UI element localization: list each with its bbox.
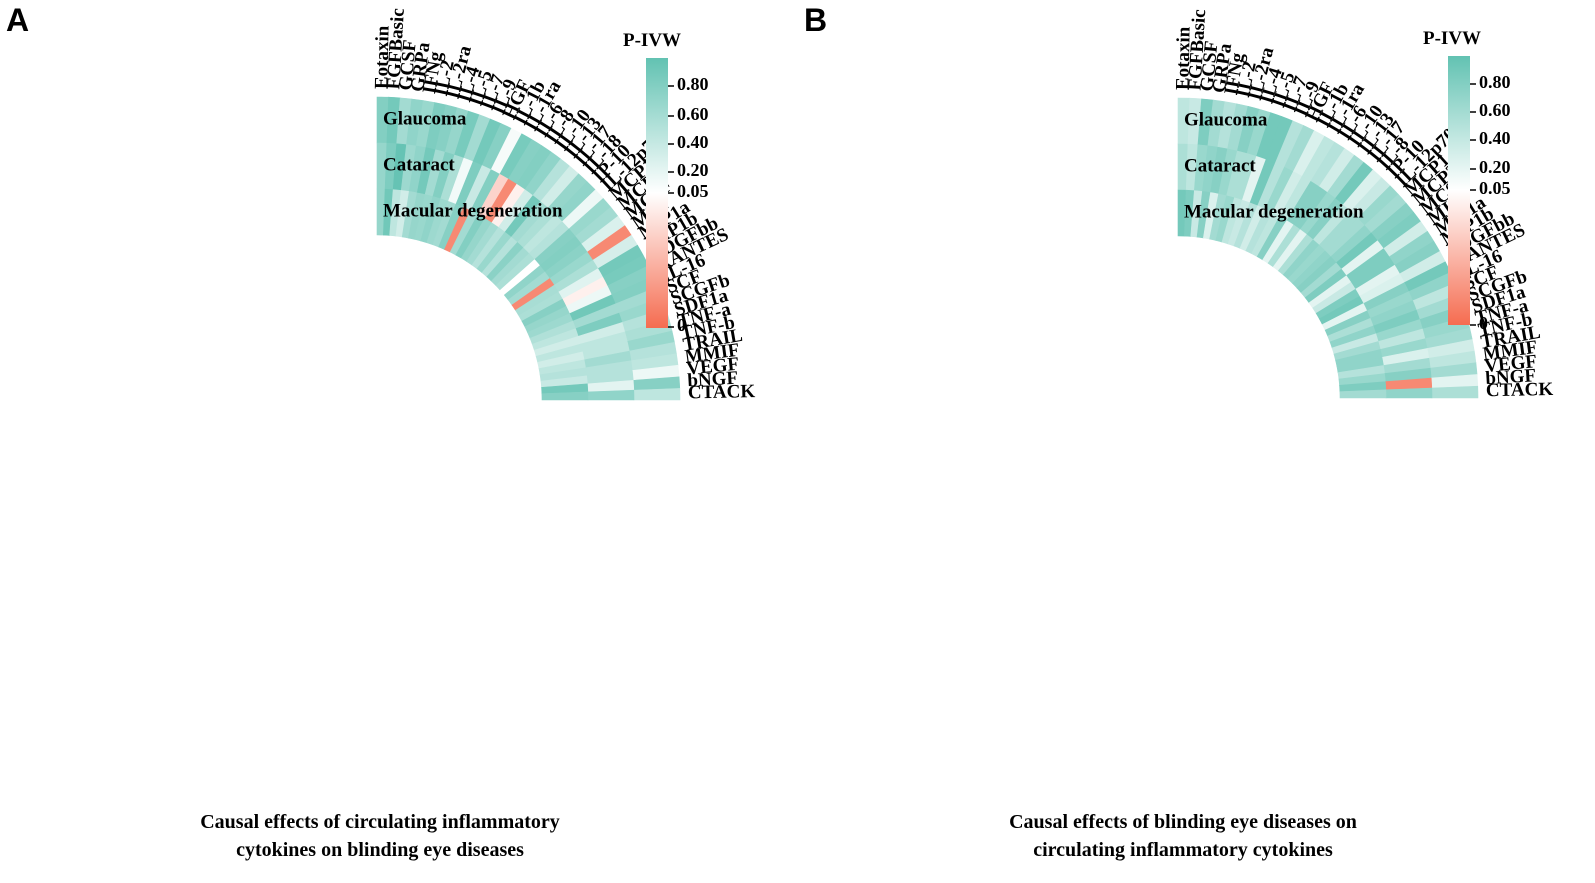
figure-caption: Causal effects of blinding eye diseases … (883, 808, 1483, 864)
legend-title: P-IVW (623, 30, 682, 51)
colorbar-tick-label: 0 (1479, 313, 1488, 333)
colorbar-tick-label: 0.60 (1479, 100, 1511, 120)
colorbar-tick-label: 0.20 (1479, 157, 1511, 177)
row-label-glaucoma: Glaucoma (1184, 109, 1268, 130)
row-label-cataract: Cataract (1184, 155, 1256, 176)
label-gcsf: GCSF (1197, 40, 1223, 93)
label-ctack: CTACK (688, 381, 756, 403)
row-label-macular-degeneration: Macular degeneration (383, 200, 563, 221)
label-fgfbasic: FGFBasic (383, 8, 409, 90)
cell-ctack-glaucoma (1431, 385, 1479, 399)
circular-heatmap-a: EotaxinFGFBasicGCSFGRPaIFNgIL-2IL-2raIL-… (371, 8, 756, 404)
label-vegf: VEGF (685, 354, 740, 380)
colorbar-tick-label: 0.05 (677, 181, 709, 201)
colorbar-tick-label: 0.40 (1479, 128, 1511, 148)
caption-line-1: Causal effects of circulating inflammato… (200, 811, 560, 833)
label-bngf: bNGF (1485, 365, 1537, 389)
panel-letter: B (804, 2, 828, 38)
colorbar-tick-label: 0.40 (677, 132, 709, 152)
legend-title: P-IVW (1423, 28, 1482, 49)
panel-letter: A (6, 2, 30, 38)
cell-ctack-glaucoma (633, 388, 681, 401)
colorbar-tick-label: 0.60 (677, 104, 709, 124)
colorbar-tick-label: 0 (677, 315, 686, 335)
row-label-macular-degeneration: Macular degeneration (1184, 201, 1364, 222)
label-fgfbasic: FGFBasic (1185, 9, 1211, 91)
row-label-cataract: Cataract (383, 154, 455, 175)
colorbar (646, 58, 668, 328)
figure-caption: Causal effects of circulating inflammato… (80, 808, 680, 864)
row-label-glaucoma: Glaucoma (383, 108, 467, 129)
caption-line-2: circulating inflammatory cytokines (1033, 839, 1333, 861)
cell-ctack-macular-degeneration (541, 391, 589, 401)
label-vegf: VEGF (1483, 351, 1538, 377)
colorbar (1448, 56, 1470, 325)
cell-ctack-cataract (587, 389, 635, 401)
label-ctack: CTACK (1486, 379, 1554, 401)
cell-ctack-macular-degeneration (1339, 389, 1387, 399)
panel-a: A Eotaxin FGFBasic GCSF GRPa IFNg IL-2 IL-2ra I… (0, 0, 797, 883)
colorbar-tick-label: 0.20 (677, 160, 709, 180)
colorbar-tick-label: 0.80 (677, 74, 709, 94)
colorbar-tick-label: 0.80 (1479, 72, 1511, 92)
caption-line-1: Causal effects of blinding eye diseases … (1009, 811, 1357, 833)
caption-line-2: cytokines on blinding eye diseases (236, 839, 524, 861)
label-eotaxin: Eotaxin (371, 25, 393, 89)
label-bngf: bNGF (687, 368, 739, 392)
circular-heatmap-b: EotaxinFGFBasicGCSFGRPaIFNgIL-2IL-2raIL-… (1172, 9, 1554, 402)
cell-ctack-cataract (1385, 387, 1433, 399)
label-eotaxin: Eotaxin (1172, 26, 1194, 90)
colorbar-tick-label: 0.05 (1479, 178, 1511, 198)
label-gcsf: GCSF (395, 39, 421, 91)
panel-b: B Eotaxin FGFBasic GCSF GRPa IFNg IL-2 IL-2ra I… (798, 0, 1595, 883)
